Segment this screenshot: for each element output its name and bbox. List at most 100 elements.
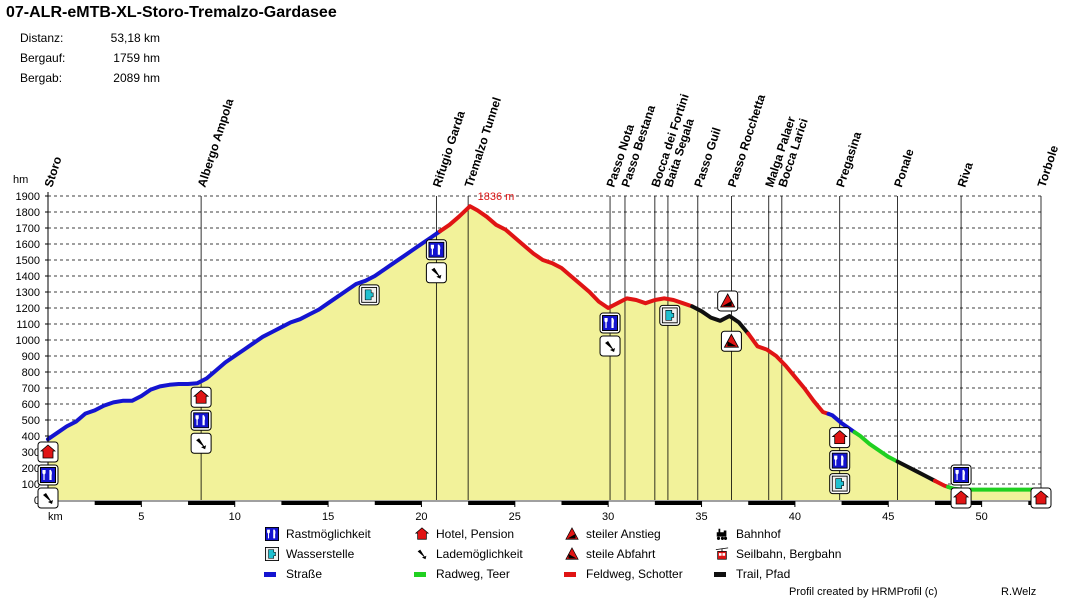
surface-segment-trail [895,459,937,483]
x-axis-band [654,501,702,505]
rest-glyph [193,412,210,429]
water-icon [659,304,681,326]
hotel-icon [829,427,851,449]
rest-icon [599,312,621,334]
x-tick-label: 35 [695,511,707,523]
hotel-icon [415,527,429,540]
y-tick-label: 900 [22,351,40,363]
y-tick-label: 1500 [16,255,40,267]
cablecar-icon [715,547,729,560]
y-tick-label: 1100 [16,319,40,331]
y-tick-label: 1400 [16,271,40,283]
hotel-icon [1030,487,1052,509]
legend-label: Seilbahn, Bergbahn [736,547,842,561]
waypoint-label: Storo [42,155,65,189]
x-tick-label: 20 [415,511,427,523]
gravel-swatch [564,572,576,577]
x-tick-label: 40 [789,511,801,523]
waypoint-label: Passo Rocchetta [725,92,768,189]
y-tick-label: 400 [22,431,40,443]
rest-icon [37,464,59,486]
water-glyph [831,475,848,492]
y-tick-label: 200 [22,463,40,475]
x-axis-band [841,501,889,505]
surface-segment-gravel [746,331,831,416]
y-tick-label: 1800 [16,207,40,219]
waypoint-labels: Storo Albergo Ampola Rifugio GardaTremalzo… [42,92,1062,189]
rest-glyph [953,467,970,483]
charging-icon [37,487,59,509]
legend: Rastmöglichkeit Wasserstelle Straße Hotel, … [264,526,884,586]
waypoint-label: Albergo Ampola [195,97,237,189]
stat-value: 53,18 km [110,31,160,45]
rest-icon [425,239,447,261]
legend-label: Bahnhof [736,527,781,541]
y-tick-label: 1300 [16,287,40,299]
x-tick-label: 30 [602,511,614,523]
legend-item-gravel: Feldweg, Schotter [564,566,683,582]
waypoint-icons [37,239,1052,509]
charging-icon [417,549,427,560]
x-tick-label: 25 [509,511,521,523]
surface-segment-road [826,411,857,435]
x-tick-label: 10 [229,511,241,523]
y-tick-label: 1900 [16,191,40,203]
max-elevation-label: 1836 m [478,191,515,203]
stat-label: Bergab: [20,71,63,85]
y-tick-label: 800 [22,367,40,379]
stat-descent: Bergab: 2089 hm [20,71,160,85]
x-axis-band [748,501,795,505]
legend-item-trail: Trail, Pfad [714,566,790,582]
legend-item-charging: Lademöglichkeit [414,546,523,562]
rest-glyph [40,467,56,483]
steep-down-icon [565,547,579,560]
legend-item-train: Bahnhof [714,526,781,542]
legend-label: steiler Anstieg [586,527,661,541]
stat-label: Bergauf: [20,51,66,65]
credit-text: Profil created by HRMProfil (c) [789,586,938,598]
x-tick-label: 50 [975,511,987,523]
author-text: R.Welz [1001,586,1037,598]
waypoint-label: Pregasina [833,130,864,189]
y-tick-label: 100 [22,479,40,491]
waypoint-label: Tremalzo Tunnel [462,95,504,189]
waypoint-label: Passo Guil [691,126,723,189]
water-glyph [661,307,678,324]
y-tick-label: 1600 [16,239,40,251]
y-tick-label: 300 [22,447,40,459]
legend-item-cycleway: Radweg, Teer [414,566,510,582]
legend-item-rest: Rastmöglichkeit [264,526,371,542]
road-swatch [264,572,276,577]
elevation-area [48,206,1041,500]
steep-up-icon [565,527,579,540]
surface-segment-road [46,229,443,442]
x-axis-band [468,501,515,505]
hotel-icon [37,441,59,463]
y-tick-label: 600 [22,399,40,411]
stat-label: Distanz: [20,31,64,45]
waypoint-label: Rifugio Garda [430,109,468,189]
waypoint-label: Ponale [891,147,917,189]
y-tick-label: 1000 [16,335,40,347]
legend-label: Trail, Pfad [736,567,791,581]
x-tick-label: 15 [322,511,334,523]
legend-label: Wasserstelle [286,547,355,561]
surface-segment-gravel [438,204,695,310]
water-icon [265,547,279,561]
page-title: 07-ALR-eMTB-XL-Storo-Tremalzo-Gardasee [6,4,337,21]
surface-segment-cycleway [852,430,900,464]
legend-label: steile Abfahrt [586,547,656,561]
legend-item-steep-up: steiler Anstieg [564,526,661,542]
legend-label: Straße [286,567,323,581]
stat-value: 1759 hm [113,51,160,65]
legend-item-water: Wasserstelle [264,546,354,562]
hotel-icon [190,386,212,408]
rest-glyph [428,241,445,258]
cycleway-swatch [414,572,426,577]
stat-value: 2089 hm [113,71,160,85]
legend-item-cablecar: Seilbahn, Bergbahn [714,546,841,562]
surface-segment-trail [690,304,751,336]
charging-icon [190,432,212,454]
legend-label: Rastmöglichkeit [286,527,371,541]
